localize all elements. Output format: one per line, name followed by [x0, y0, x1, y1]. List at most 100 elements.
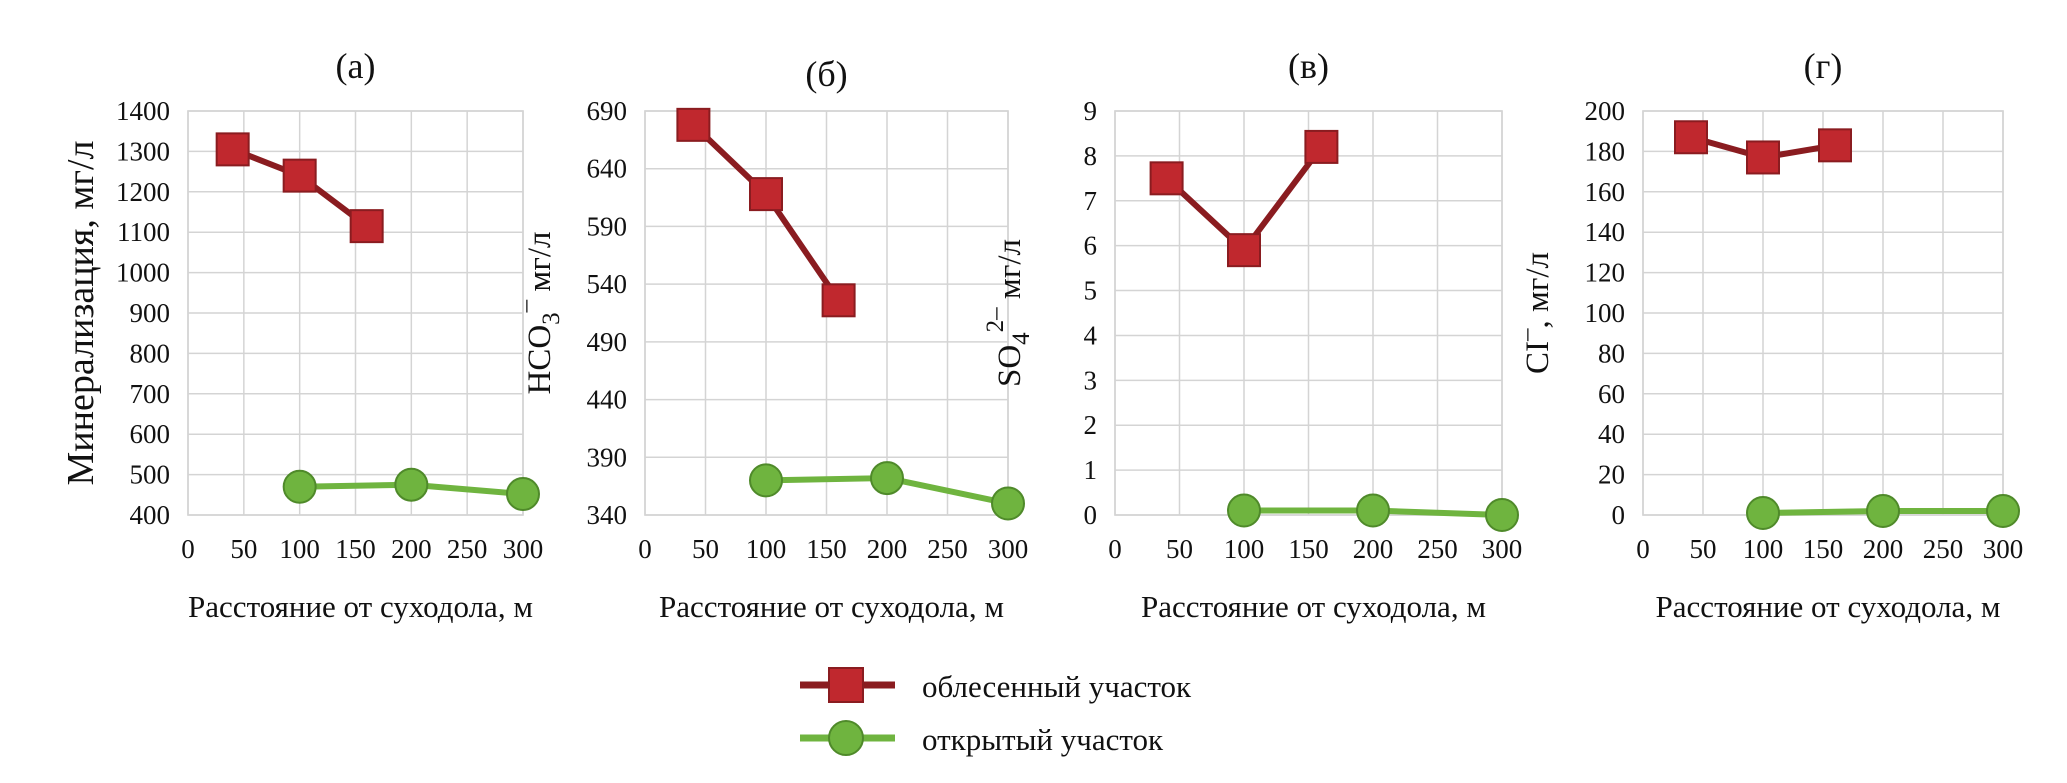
data-point-open — [870, 461, 904, 496]
data-point-open — [1227, 493, 1261, 528]
panel-label: (в) — [1288, 46, 1329, 86]
x-axis-label: Расстояние от суходола, м — [188, 589, 533, 624]
y-tick-label: 1000 — [116, 258, 170, 288]
y-tick-label: 140 — [1585, 217, 1626, 247]
y-tick-label: 60 — [1598, 379, 1625, 409]
panel-label: (а) — [336, 46, 376, 86]
y-tick-label: 180 — [1585, 136, 1626, 166]
y-tick-label: 540 — [587, 269, 628, 299]
y-tick-label: 600 — [130, 419, 171, 449]
x-tick-label: 250 — [1923, 534, 1964, 564]
data-point-forest — [215, 132, 250, 167]
chart-panel-3: 0 50 100 150 200 250 300 0 1 2 3 4 5 6 7 8 9 (в) Расстояни… — [982, 46, 1522, 624]
data-point-open — [1746, 495, 1780, 530]
legend-forest-label: облесенный участок — [922, 669, 1192, 704]
y-axis-label: Минерализация, мг/л — [60, 140, 102, 485]
data-point-open — [1866, 493, 1900, 528]
legend-open-label: открытый участок — [922, 722, 1164, 757]
y-axis-label: CI–, мг/л — [1513, 252, 1556, 374]
x-tick-label: 150 — [806, 534, 847, 564]
x-tick-label: 100 — [1743, 534, 1784, 564]
x-tick-label: 200 — [391, 534, 432, 564]
x-tick-label: 100 — [746, 534, 787, 564]
data-point-forest — [1674, 120, 1708, 155]
y-tick-label: 490 — [587, 327, 628, 357]
x-tick-label: 300 — [1983, 534, 2024, 564]
data-point-open — [1485, 498, 1519, 532]
x-tick-label: 0 — [1108, 534, 1122, 564]
x-tick-label: 50 — [692, 534, 719, 564]
y-tick-label: 1400 — [116, 96, 170, 126]
chart-panel-2: 0 50 100 150 200 250 300 340 390 440 490 540 590 640 6… — [512, 54, 1028, 624]
x-tick-label: 300 — [1482, 534, 1523, 564]
data-point-forest — [1149, 161, 1184, 196]
data-point-open — [282, 469, 317, 504]
legend-item-forest: облесенный участок — [800, 667, 1192, 704]
x-tick-label: 200 — [1353, 534, 1394, 564]
y-tick-label: 160 — [1585, 177, 1626, 207]
panel-label: (г) — [1804, 46, 1843, 86]
panel-label: (б) — [805, 54, 847, 94]
y-tick-label: 400 — [130, 500, 171, 530]
y-tick-label: 0 — [1084, 500, 1098, 530]
x-tick-label: 150 — [335, 534, 376, 564]
x-tick-label: 250 — [1417, 534, 1458, 564]
y-tick-label: 640 — [587, 154, 628, 184]
y-tick-label: 5 — [1084, 276, 1098, 306]
y-tick-label: 7 — [1084, 186, 1098, 216]
data-point-forest — [676, 107, 711, 142]
data-point-open — [991, 486, 1025, 521]
y-tick-label: 340 — [587, 500, 628, 530]
data-point-forest — [349, 209, 384, 244]
x-tick-label: 50 — [1690, 534, 1717, 564]
y-tick-label: 40 — [1598, 419, 1625, 449]
y-tick-label: 690 — [587, 96, 628, 126]
y-tick-label: 80 — [1598, 338, 1625, 368]
y-tick-label: 6 — [1084, 231, 1098, 261]
legend-item-open: открытый участок — [800, 720, 1164, 757]
y-tick-label: 1100 — [117, 217, 170, 247]
data-point-forest — [1227, 233, 1261, 268]
y-tick-label: 0 — [1612, 500, 1626, 530]
legend-forest-marker — [828, 667, 864, 703]
data-point-forest — [1746, 140, 1780, 175]
x-tick-label: 200 — [1863, 534, 1904, 564]
x-tick-label: 250 — [927, 534, 968, 564]
x-tick-label: 200 — [867, 534, 908, 564]
x-tick-label: 250 — [447, 534, 488, 564]
data-point-forest — [1818, 128, 1852, 163]
x-tick-label: 0 — [1636, 534, 1650, 564]
x-tick-label: 300 — [503, 534, 544, 564]
chart-panels: 0 50 100 150 200 250 3004005006007008009001000… — [60, 46, 2023, 624]
x-axis-label: Расстояние от суходола, м — [1656, 589, 2001, 624]
y-axis-label: HCO3– мг/л — [512, 232, 565, 395]
x-axis-label: Расстояние от суходола, м — [1141, 589, 1486, 624]
y-tick-label: 120 — [1585, 258, 1626, 288]
y-tick-label: 900 — [130, 298, 171, 328]
chart-panel-1: 0 50 100 150 200 250 300 400 500 600 700 800 900 1000… — [60, 46, 543, 624]
data-point-open — [506, 476, 540, 511]
y-tick-label: 1300 — [116, 136, 170, 166]
y-tick-label: 800 — [130, 338, 171, 368]
x-tick-label: 100 — [279, 534, 320, 564]
y-tick-label: 2 — [1084, 410, 1098, 440]
y-tick-label: 1 — [1084, 455, 1098, 485]
y-tick-label: 20 — [1598, 460, 1625, 490]
chart-panel-4: 0 50 100 150 200 250 300 0 20 40 60 80 100 120 140 160 1… — [1513, 46, 2023, 624]
y-tick-label: 3 — [1084, 365, 1098, 395]
x-tick-label: 0 — [181, 534, 195, 564]
y-tick-label: 700 — [130, 379, 171, 409]
x-tick-label: 50 — [1166, 534, 1193, 564]
data-point-open — [1356, 493, 1390, 528]
data-point-open — [749, 463, 783, 498]
x-tick-label: 50 — [230, 534, 257, 564]
y-tick-label: 500 — [130, 460, 171, 490]
data-point-open — [394, 467, 429, 502]
y-tick-label: 8 — [1084, 141, 1098, 171]
y-tick-label: 4 — [1084, 320, 1098, 350]
y-tick-label: 9 — [1084, 96, 1098, 126]
x-tick-label: 100 — [1224, 534, 1265, 564]
y-tick-label: 440 — [587, 385, 628, 415]
data-point-forest — [282, 158, 317, 193]
